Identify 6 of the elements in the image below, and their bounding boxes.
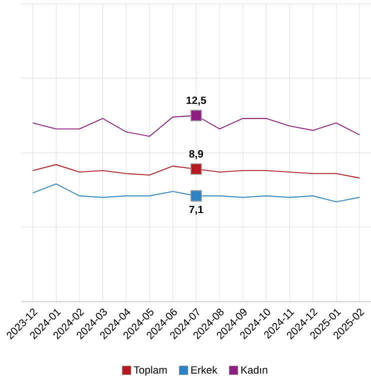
data-label: 8,9 xyxy=(188,150,203,160)
data-label: 7,1 xyxy=(189,206,203,215)
legend-label: Erkek xyxy=(191,366,218,374)
legend-label: Toplam xyxy=(134,366,166,376)
legend-label: Kadın xyxy=(241,366,267,374)
data-label: 12,5 xyxy=(186,96,206,106)
